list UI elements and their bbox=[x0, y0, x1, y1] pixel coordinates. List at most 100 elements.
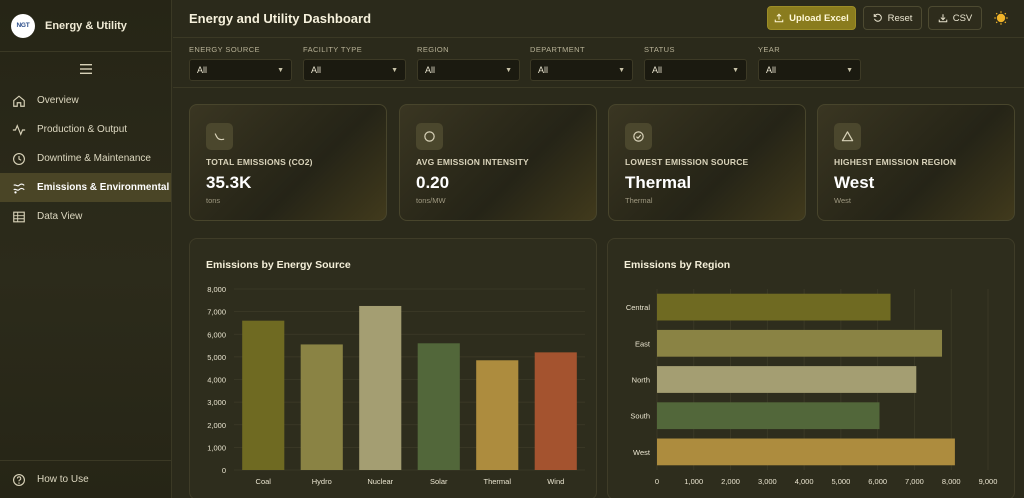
bar bbox=[657, 366, 917, 393]
sidebar-item-label: Downtime & Maintenance bbox=[37, 153, 151, 164]
y-tick-label: North bbox=[632, 376, 650, 385]
sidebar-item-downtime[interactable]: Downtime & Maintenance bbox=[0, 144, 171, 173]
brand-logo: NGT bbox=[11, 13, 35, 38]
caret-down-icon: ▼ bbox=[391, 67, 398, 74]
year-select[interactable]: All ▼ bbox=[758, 59, 861, 81]
kpi-label: LOWEST EMISSION SOURCE bbox=[625, 157, 749, 167]
x-tick-label: Nuclear bbox=[367, 477, 393, 486]
menu-toggle-button[interactable] bbox=[0, 54, 171, 84]
kpi-card-total-emissions: TOTAL EMISSIONS (CO2) 35.3K tons bbox=[189, 104, 387, 221]
caret-down-icon: ▼ bbox=[618, 67, 625, 74]
x-tick-label: 3,000 bbox=[758, 477, 777, 486]
how-to-use-link[interactable]: How to Use bbox=[0, 460, 171, 498]
y-tick-label: 6,000 bbox=[207, 330, 226, 339]
kpi-subtext: Thermal bbox=[625, 196, 653, 205]
theme-toggle-sun-icon[interactable] bbox=[994, 11, 1008, 25]
bar bbox=[300, 344, 343, 470]
upload-icon bbox=[774, 13, 784, 23]
csv-export-button[interactable]: CSV bbox=[928, 6, 982, 30]
region-select[interactable]: All ▼ bbox=[417, 59, 520, 81]
y-tick-label: Central bbox=[626, 303, 651, 312]
kpi-card-avg-intensity: AVG EMISSION INTENSITY 0.20 tons/MW bbox=[399, 104, 597, 221]
header: Energy and Utility Dashboard Upload Exce… bbox=[173, 0, 1024, 38]
filter-label: FACILITY TYPE bbox=[303, 45, 363, 54]
y-tick-label: West bbox=[633, 448, 651, 457]
filter-label: REGION bbox=[417, 45, 449, 54]
brand-title: Energy & Utility bbox=[45, 19, 127, 32]
table-icon bbox=[13, 211, 25, 222]
x-tick-label: Hydro bbox=[312, 477, 332, 486]
sidebar-item-production[interactable]: Production & Output bbox=[0, 115, 171, 144]
kpi-icon-box bbox=[206, 123, 233, 150]
filter-label: STATUS bbox=[644, 45, 675, 54]
x-tick-label: 8,000 bbox=[942, 477, 961, 486]
chart-card-region: Emissions by Region 0 1,000 2,000 3,000 4,00… bbox=[607, 238, 1015, 498]
kpi-label: HIGHEST EMISSION REGION bbox=[834, 157, 957, 167]
csv-label: CSV bbox=[952, 12, 973, 24]
kpi-icon-box bbox=[625, 123, 652, 150]
kpi-subtext: tons bbox=[206, 196, 221, 205]
kpi-value: West bbox=[834, 173, 875, 192]
filter-value: All bbox=[197, 65, 208, 75]
reset-label: Reset bbox=[887, 12, 913, 24]
sidebar-item-emissions[interactable]: Emissions & Environmental bbox=[0, 173, 171, 202]
x-tick-label: Solar bbox=[430, 477, 448, 486]
y-tick-label: East bbox=[635, 339, 651, 348]
x-tick-label: Coal bbox=[256, 477, 272, 486]
circle-icon bbox=[424, 131, 435, 142]
help-icon bbox=[13, 473, 25, 486]
filter-department: DEPARTMENT All ▼ bbox=[530, 45, 633, 81]
caret-down-icon: ▼ bbox=[732, 67, 739, 74]
status-select[interactable]: All ▼ bbox=[644, 59, 747, 81]
trend-down-icon bbox=[214, 133, 225, 141]
filter-label: YEAR bbox=[758, 45, 781, 54]
x-tick-label: 1,000 bbox=[684, 477, 703, 486]
y-tick-label: 4,000 bbox=[207, 376, 226, 385]
upload-excel-button[interactable]: Upload Excel bbox=[767, 6, 856, 30]
brand[interactable]: NGT Energy & Utility bbox=[0, 0, 171, 52]
caret-down-icon: ▼ bbox=[505, 67, 512, 74]
kpi-card-highest-region: HIGHEST EMISSION REGION West West bbox=[817, 104, 1015, 221]
region-bar-chart: 0 1,000 2,000 3,000 4,000 5,000 6,000 7,000 8,00… bbox=[626, 289, 998, 486]
sidebar-item-overview[interactable]: Overview bbox=[0, 86, 171, 115]
x-tick-label: Wind bbox=[547, 477, 564, 486]
filter-value: All bbox=[311, 65, 322, 75]
y-tick-label: 7,000 bbox=[207, 308, 226, 317]
kpi-icon-box bbox=[416, 123, 443, 150]
x-tick-label: 6,000 bbox=[868, 477, 887, 486]
bar bbox=[657, 402, 880, 430]
facility-type-select[interactable]: All ▼ bbox=[303, 59, 406, 81]
upload-label: Upload Excel bbox=[789, 12, 849, 24]
kpi-value: 35.3K bbox=[206, 173, 252, 192]
filter-label: ENERGY SOURCE bbox=[189, 45, 260, 54]
chart-title: Emissions by Energy Source bbox=[206, 259, 351, 271]
department-select[interactable]: All ▼ bbox=[530, 59, 633, 81]
x-tick-label: 2,000 bbox=[721, 477, 740, 486]
bar bbox=[657, 329, 943, 357]
triangle-icon bbox=[841, 131, 854, 142]
y-tick-label: 5,000 bbox=[207, 353, 226, 362]
page-title: Energy and Utility Dashboard bbox=[189, 11, 372, 26]
x-tick-label: Thermal bbox=[483, 477, 511, 486]
kpi-value: Thermal bbox=[625, 173, 692, 192]
filter-value: All bbox=[652, 65, 663, 75]
how-to-use-label: How to Use bbox=[37, 474, 89, 485]
energy-source-select[interactable]: All ▼ bbox=[189, 59, 292, 81]
x-tick-label: 9,000 bbox=[979, 477, 998, 486]
bar bbox=[417, 343, 460, 470]
sidebar-item-data-view[interactable]: Data View bbox=[0, 202, 171, 231]
y-tick-label: 3,000 bbox=[207, 398, 226, 407]
bar bbox=[359, 305, 402, 470]
kpi-subtext: tons/MW bbox=[416, 196, 446, 205]
caret-down-icon: ▼ bbox=[277, 67, 284, 74]
bar bbox=[476, 360, 519, 470]
emissions-icon bbox=[13, 182, 25, 194]
check-circle-icon bbox=[633, 131, 644, 142]
filter-status: STATUS All ▼ bbox=[644, 45, 747, 81]
kpi-icon-box bbox=[834, 123, 861, 150]
y-tick-label: 0 bbox=[222, 466, 226, 475]
y-tick-label: South bbox=[630, 412, 650, 421]
reset-button[interactable]: Reset bbox=[863, 6, 922, 30]
kpi-label: AVG EMISSION INTENSITY bbox=[416, 157, 529, 167]
filter-label: DEPARTMENT bbox=[530, 45, 585, 54]
